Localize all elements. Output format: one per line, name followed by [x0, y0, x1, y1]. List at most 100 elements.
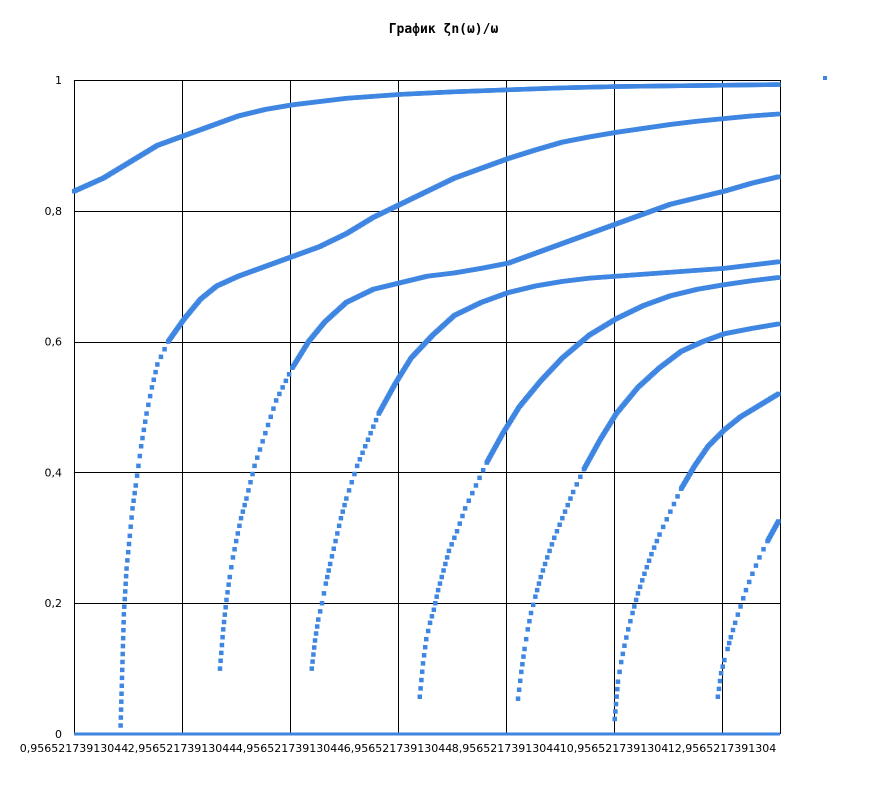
data-point: [425, 628, 431, 634]
data-point: [746, 579, 752, 585]
data-point: [127, 533, 133, 539]
data-point: [365, 437, 371, 442]
data-point: [757, 555, 762, 560]
data-point: [740, 596, 746, 601]
data-point: [420, 661, 426, 666]
data-point: [344, 496, 349, 501]
data-point: [151, 377, 156, 382]
data-point: [118, 707, 124, 712]
data-point: [615, 679, 621, 684]
data-point: [554, 529, 560, 534]
data-point: [218, 658, 223, 664]
data-point: [220, 634, 225, 640]
data-point: [134, 473, 140, 478]
data-point: [268, 414, 273, 420]
data-point: [477, 475, 482, 481]
data-point: [562, 509, 568, 514]
data-point: [776, 82, 781, 87]
data-point: [331, 546, 336, 551]
data-point: [457, 521, 462, 526]
data-point: [473, 483, 479, 488]
data-point: [613, 709, 618, 714]
data-point: [540, 568, 546, 573]
data-point: [133, 483, 138, 488]
data-point: [522, 646, 527, 652]
y-tick-label: 1: [55, 74, 62, 87]
data-point: [227, 574, 232, 580]
data-point: [730, 627, 736, 633]
data-point: [542, 561, 548, 567]
data-point: [286, 372, 292, 377]
data-point: [162, 346, 167, 352]
y-tick-label: 0,4: [45, 466, 63, 479]
data-point: [125, 558, 130, 563]
data-point: [640, 578, 645, 583]
x-tick-label: 8,95652173913044: [452, 742, 560, 755]
data-point: [557, 522, 562, 527]
data-point: [421, 653, 427, 658]
data-point: [131, 498, 136, 503]
data-point: [237, 523, 242, 529]
data-point: [637, 584, 643, 590]
data-point: [726, 640, 732, 646]
data-point: [418, 686, 423, 691]
data-point: [128, 524, 133, 529]
data-point: [776, 519, 781, 524]
data-point: [574, 482, 579, 487]
data-point: [519, 669, 524, 675]
y-tick-labels: 0 0,2 0,4 0,6 0,8 1: [45, 74, 63, 741]
data-point: [340, 509, 345, 514]
data-point: [431, 607, 437, 612]
x-tick-label: 2,95652173913044: [128, 742, 236, 755]
data-point: [630, 610, 635, 616]
data-point: [122, 596, 128, 602]
data-point: [119, 667, 125, 673]
y-tick-label: 0: [55, 728, 62, 741]
data-point: [675, 494, 680, 499]
data-points: [71, 82, 781, 728]
data-point: [129, 515, 134, 520]
data-point: [120, 635, 126, 641]
data-point: [221, 619, 227, 625]
data-point: [119, 699, 124, 704]
data-point: [140, 435, 145, 441]
data-point: [716, 686, 722, 692]
data-point: [121, 627, 126, 633]
data-point: [715, 694, 721, 699]
data-point: [452, 535, 457, 541]
data-point: [316, 617, 321, 622]
data-point: [419, 669, 425, 674]
data-point: [323, 581, 329, 586]
data-point: [613, 701, 619, 707]
data-point: [578, 474, 583, 480]
data-point: [738, 604, 743, 609]
data-point: [349, 479, 354, 485]
data-point: [149, 385, 155, 390]
data-point: [654, 538, 660, 544]
data-point: [314, 624, 320, 629]
data-point: [120, 651, 125, 657]
data-point: [534, 587, 540, 593]
data-point: [220, 627, 226, 632]
data-point: [142, 419, 148, 424]
data-point: [122, 589, 128, 594]
data-point: [422, 644, 428, 650]
x-tick-label: 6,95652173913044: [344, 742, 452, 755]
data-point: [141, 427, 147, 433]
data-point: [624, 635, 629, 640]
data-point: [354, 463, 360, 469]
data-point: [271, 406, 276, 411]
data-point: [223, 605, 228, 610]
data-point: [219, 650, 224, 656]
data-point: [123, 573, 129, 579]
data-point: [615, 686, 620, 692]
data-point: [346, 488, 352, 493]
data-point: [368, 430, 373, 436]
data-point: [137, 453, 143, 459]
data-point: [718, 670, 724, 676]
data-point: [327, 561, 333, 567]
data-point: [121, 612, 127, 617]
data-point: [225, 590, 230, 595]
data-point: [424, 636, 429, 642]
data-point: [617, 669, 622, 675]
